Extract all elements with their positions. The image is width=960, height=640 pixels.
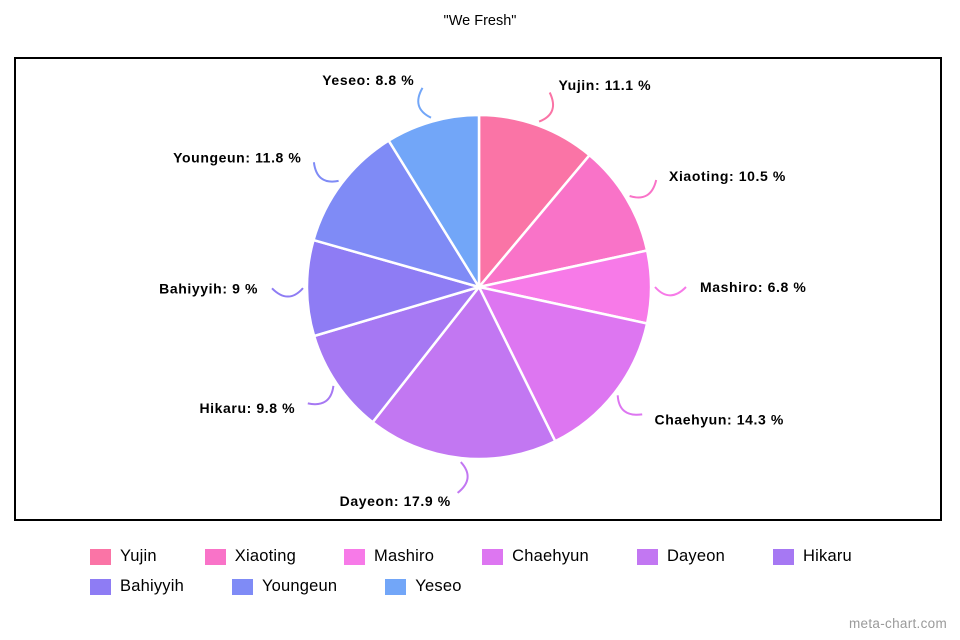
label-line-mashiro bbox=[654, 286, 687, 297]
legend-swatch-yeseo bbox=[385, 578, 407, 595]
legend-item-chaehyun: Chaehyun bbox=[482, 547, 589, 566]
chart-legend: Yujin Xiaoting Mashiro Chaehyun Dayeon Hikaru… bbox=[90, 547, 930, 596]
pie-chart: Yujin: 11.1 % Xiaoting: 10.5 % Mashiro: 6.… bbox=[159, 72, 806, 509]
pie-slice-youngeun bbox=[312, 139, 481, 289]
legend-label-chaehyun: Chaehyun bbox=[512, 547, 589, 565]
legend-label-dayeon: Dayeon bbox=[666, 547, 726, 565]
slice-label-chaehyun: Chaehyun: 14.3 % bbox=[655, 411, 784, 427]
legend-item-xiaoting: Xiaoting bbox=[204, 547, 297, 566]
legend-label-mashiro: Mashiro bbox=[374, 547, 435, 565]
slice-label-xiaoting: Xiaoting: 10.5 % bbox=[669, 168, 786, 184]
pie-slice-chaehyun bbox=[477, 285, 649, 443]
pie-slice-hikaru bbox=[312, 285, 481, 424]
legend-swatch-mashiro bbox=[344, 548, 366, 565]
legend-label-yeseo: Yeseo bbox=[415, 577, 462, 595]
pie-slice-yeseo bbox=[387, 113, 481, 289]
legend-swatch-youngeun bbox=[231, 578, 253, 595]
pie-slice-xiaoting bbox=[477, 153, 649, 289]
legend-swatch-xiaoting bbox=[204, 548, 226, 565]
label-line-xiaoting bbox=[629, 179, 658, 199]
watermark: meta-chart.com bbox=[849, 616, 947, 631]
pie-slice-dayeon bbox=[371, 285, 557, 461]
legend-swatch-chaehyun bbox=[482, 548, 504, 565]
slice-label-yujin: Yujin: 11.1 % bbox=[559, 77, 652, 93]
legend-item-dayeon: Dayeon bbox=[636, 547, 726, 566]
label-line-yeseo bbox=[417, 87, 432, 119]
legend-item-youngeun: Youngeun bbox=[231, 577, 338, 596]
pie-slice-yujin bbox=[477, 113, 591, 289]
chart-title: "We Fresh" bbox=[443, 13, 517, 29]
label-line-hikaru bbox=[307, 385, 335, 406]
legend-item-bahiyyih: Bahiyyih bbox=[90, 577, 184, 596]
legend-item-mashiro: Mashiro bbox=[344, 547, 434, 566]
legend-label-yujin: Yujin bbox=[120, 547, 157, 565]
label-line-dayeon bbox=[456, 461, 469, 494]
slice-label-dayeon: Dayeon: 17.9 % bbox=[340, 493, 451, 509]
slice-label-youngeun: Youngeun: 11.8 % bbox=[173, 149, 301, 165]
slice-label-yeseo: Yeseo: 8.8 % bbox=[322, 72, 414, 88]
legend-item-hikaru: Hikaru bbox=[773, 547, 852, 566]
legend-label-hikaru: Hikaru bbox=[803, 547, 852, 565]
legend-item-yujin: Yujin bbox=[90, 547, 157, 566]
legend-label-youngeun: Youngeun bbox=[261, 577, 338, 595]
legend-swatch-bahiyyih bbox=[90, 578, 111, 595]
legend-swatch-hikaru bbox=[773, 548, 795, 565]
label-line-yujin bbox=[538, 92, 554, 123]
legend-item-yeseo: Yeseo bbox=[385, 577, 461, 596]
label-line-youngeun bbox=[312, 162, 339, 183]
legend-label-bahiyyih: Bahiyyih bbox=[120, 577, 184, 595]
slice-label-mashiro: Mashiro: 6.8 % bbox=[700, 279, 806, 295]
legend-label-xiaoting: Xiaoting bbox=[234, 547, 297, 565]
label-line-bahiyyih bbox=[271, 287, 304, 298]
label-line-chaehyun bbox=[616, 395, 643, 416]
pie-chart-panel: Yujin: 11.1 % Xiaoting: 10.5 % Mashiro: 6.… bbox=[14, 57, 942, 521]
pie-slice-bahiyyih bbox=[305, 238, 481, 338]
slice-label-bahiyyih: Bahiyyih: 9 % bbox=[159, 280, 258, 296]
slice-label-hikaru: Hikaru: 9.8 % bbox=[199, 400, 295, 416]
legend-swatch-yujin bbox=[90, 548, 111, 565]
legend-swatch-dayeon bbox=[636, 548, 658, 565]
